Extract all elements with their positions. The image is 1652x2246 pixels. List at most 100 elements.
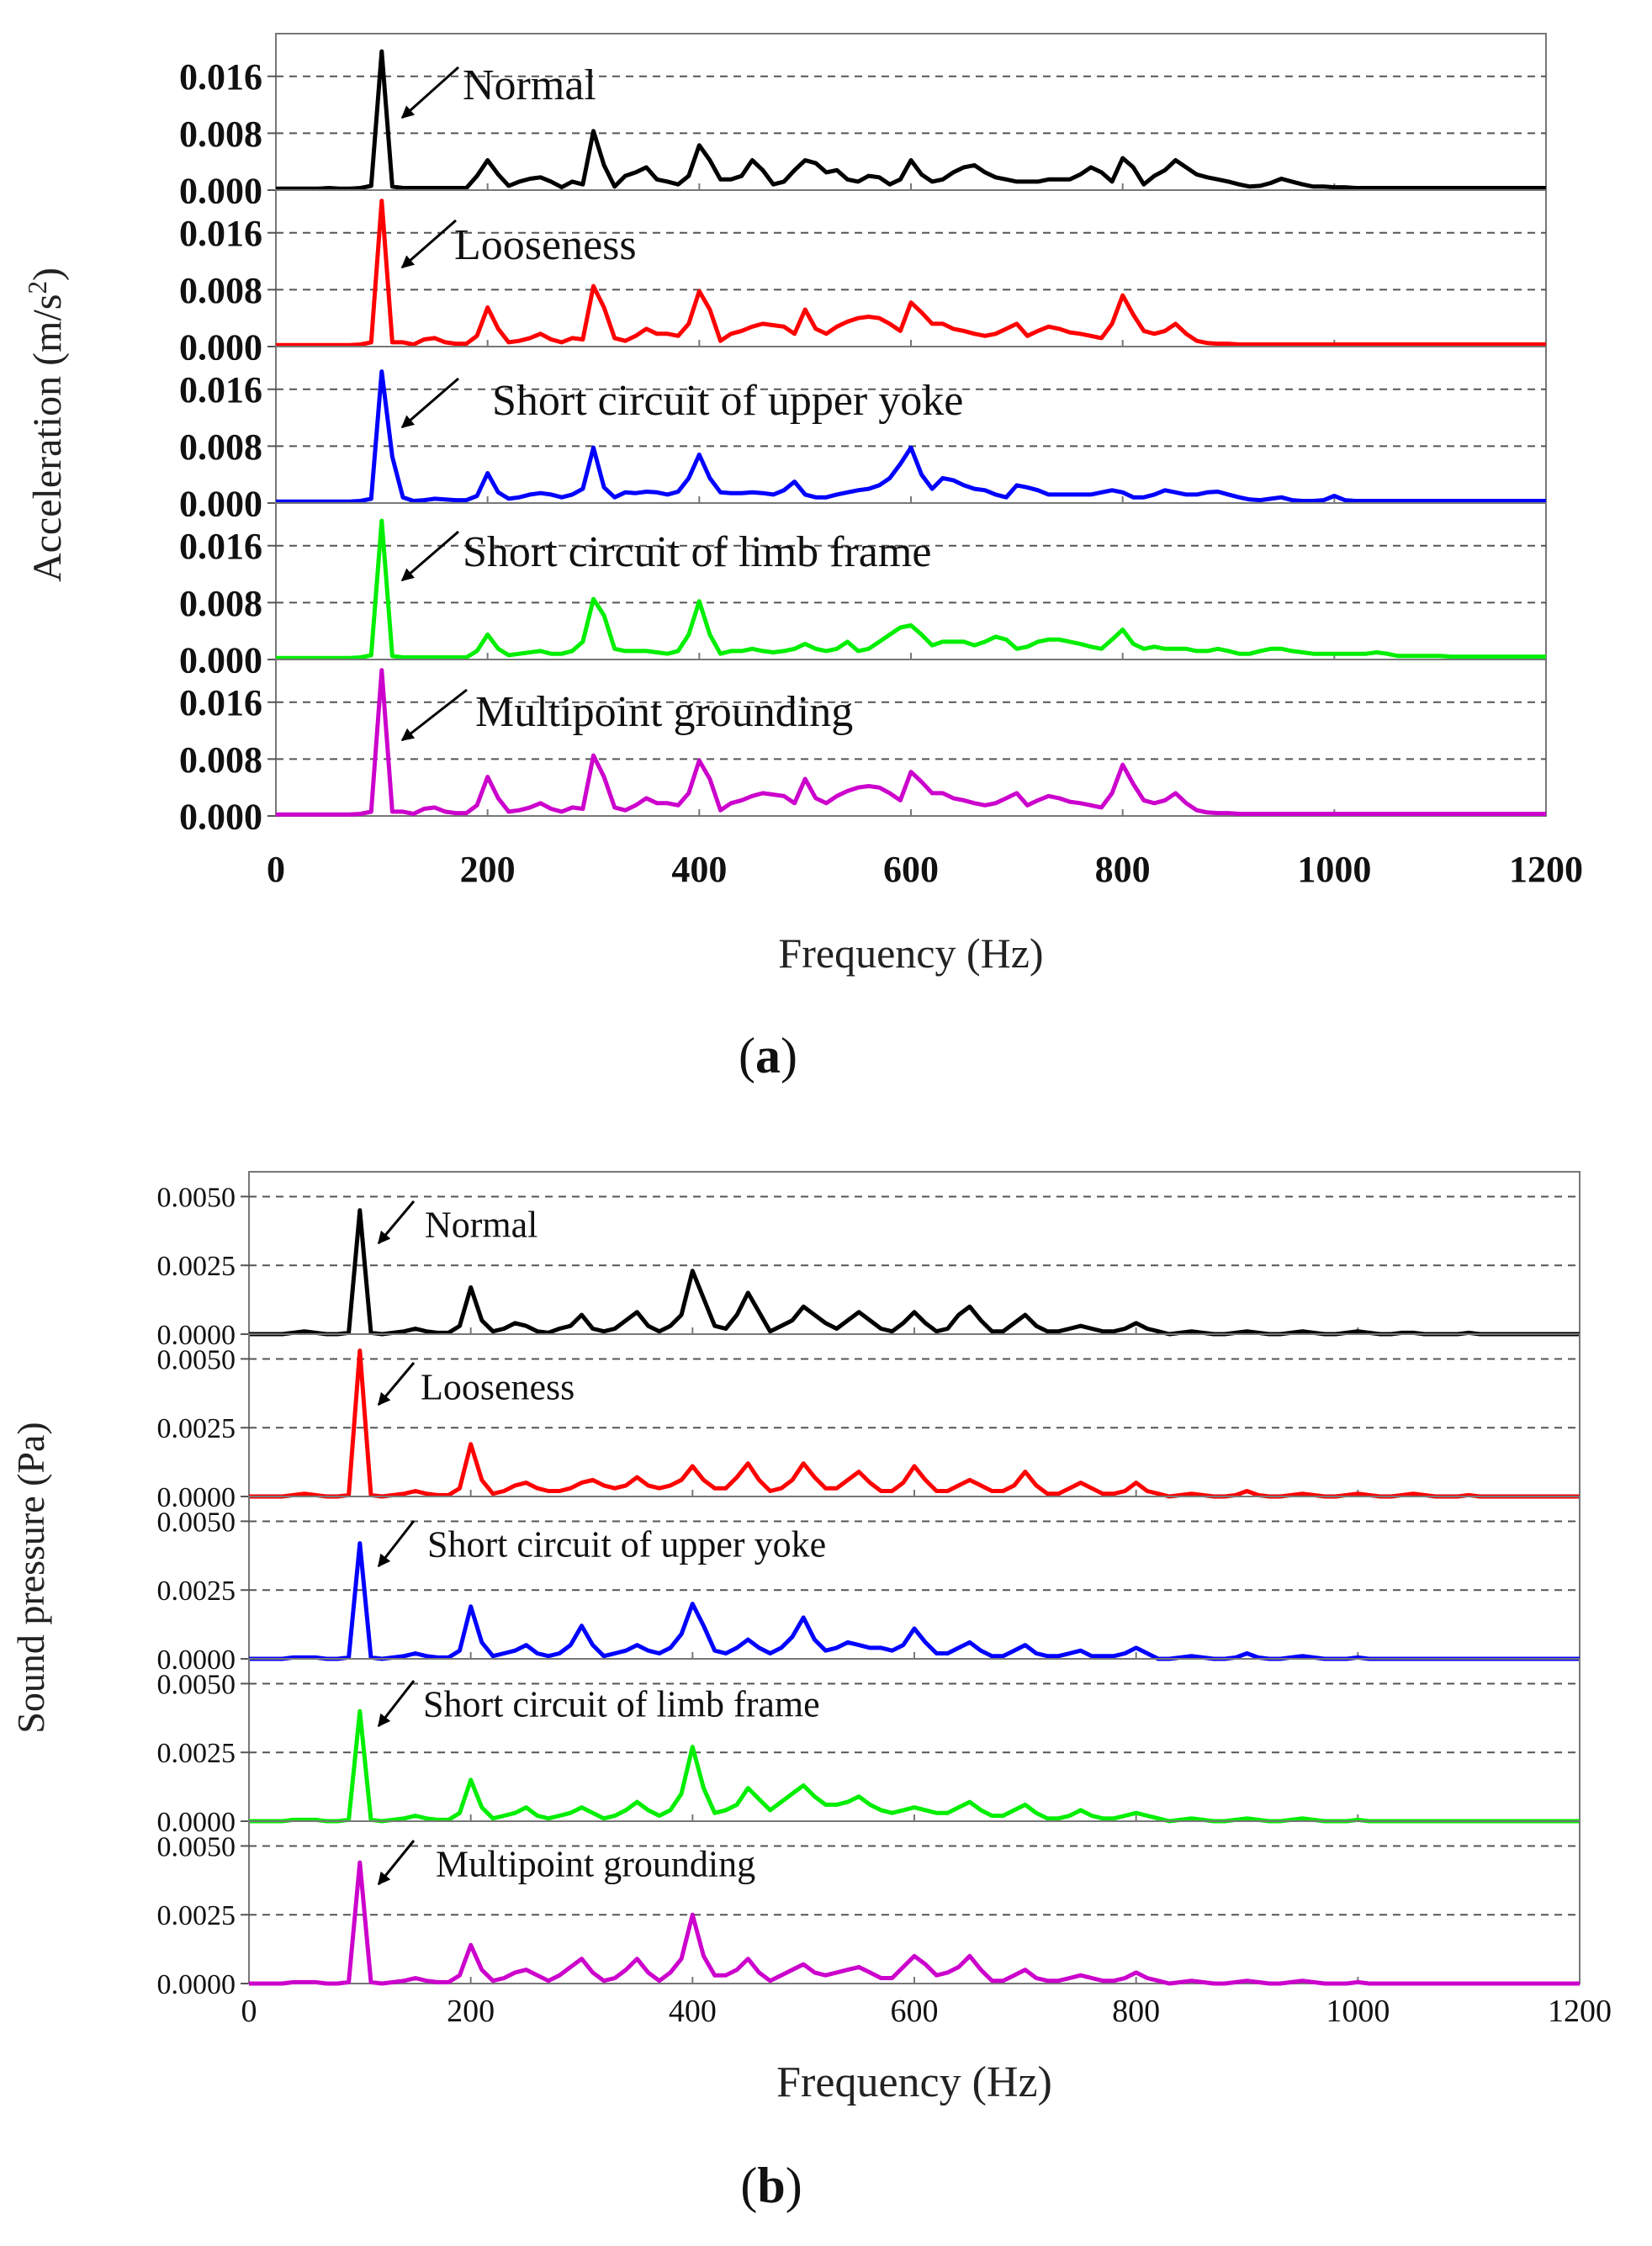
panel-short-circuit-of-upper-yoke: 0.000 0.008 0.016 Short circuit of upper yo… [179, 346, 1547, 524]
y-axis-label: Acceleration (m/s2) [23, 268, 71, 582]
x-tick-label: 600 [891, 1994, 939, 2029]
x-tick-label: 1200 [1548, 1994, 1612, 2029]
series-label-normal: Normal [463, 61, 596, 109]
series-line-short-circuit-of-limb-frame [249, 1708, 1580, 1824]
y-tick-label: 0.0000 [157, 1482, 236, 1513]
panel-looseness: 0.0000 0.0025 0.0050 Looseness [157, 1333, 1581, 1513]
caption: (a) [739, 1028, 797, 1083]
y-tick-label: 0.0050 [157, 1344, 236, 1375]
y-axis-label-main: Acceleration (m/s [25, 294, 70, 583]
annotation-arrow [377, 1520, 416, 1568]
y-tick-label: 0.0025 [157, 1576, 236, 1607]
x-tick-label: 1000 [1297, 849, 1371, 890]
caption-open: ( [739, 1028, 755, 1083]
series-label-multipoint-grounding: Multipoint grounding [436, 1843, 755, 1884]
series-label-normal: Normal [425, 1204, 537, 1245]
y-tick-label: 0.0000 [157, 1320, 236, 1351]
y-tick-label: 0.0050 [157, 1831, 236, 1862]
y-axis-label-main: Sound pressure (Pa) [9, 1422, 52, 1734]
y-tick-label: 0.008 [179, 270, 262, 311]
y-tick-label: 0.000 [179, 796, 262, 837]
series-label-short-circuit-of-limb-frame: Short circuit of limb frame [463, 528, 931, 576]
chart-b: 0.00000.00250.0050Normal0.00000.00250.00… [9, 1171, 1612, 2213]
annotation-arrow [377, 1200, 416, 1245]
x-tick-label: 400 [671, 849, 727, 890]
y-tick-label: 0.0000 [157, 1645, 236, 1676]
y-tick-label: 0.0050 [157, 1182, 236, 1213]
panel-short-circuit-of-limb-frame: 0.0000 0.0025 0.0050 Short circuit of limb … [157, 1658, 1581, 1838]
panel-multipoint-grounding: 0.000 0.008 0.016 Multipoint grounding [179, 659, 1547, 837]
y-tick-label: 0.016 [179, 526, 262, 567]
panel-frame [275, 659, 1547, 817]
x-tick-label: 200 [460, 849, 516, 890]
y-tick-label: 0.008 [179, 739, 262, 781]
y-tick-label: 0.0050 [157, 1507, 236, 1538]
panel-frame [275, 502, 1547, 660]
chart-a: 0.000 0.008 0.016 Normal 0.000 0.008 0.016 Loos… [23, 33, 1583, 1083]
annotation-arrow [400, 530, 459, 582]
annotation-arrow [400, 66, 460, 119]
caption: (b) [740, 2158, 802, 2213]
x-tick-label: 1200 [1509, 849, 1583, 890]
panel-normal: 0.0000 0.0025 0.0050 Normal [157, 1171, 1581, 1351]
y-axis-label-close: ) [25, 268, 70, 281]
y-tick-label: 0.016 [179, 56, 262, 98]
y-tick-label: 0.0025 [157, 1900, 236, 1931]
x-tick-label: 800 [1112, 1994, 1160, 2029]
x-tick-label: 600 [883, 849, 939, 890]
y-tick-label: 0.0050 [157, 1669, 236, 1700]
x-tick-label: 400 [669, 1994, 717, 2029]
y-tick-label: 0.000 [179, 639, 262, 681]
series-label-multipoint-grounding: Multipoint grounding [475, 688, 853, 736]
series-label-short-circuit-of-upper-yoke: Short circuit of upper yoke [492, 377, 963, 425]
panel-looseness: 0.000 0.008 0.016 Looseness [179, 189, 1547, 368]
y-axis-label: Sound pressure (Pa) [9, 1422, 52, 1734]
caption-letter: b [757, 2158, 785, 2213]
series-line-multipoint-grounding [276, 668, 1546, 817]
series-line-short-circuit-of-upper-yoke [276, 369, 1546, 504]
caption-close: ) [781, 1028, 797, 1083]
y-tick-label: 0.008 [179, 583, 262, 624]
y-tick-label: 0.008 [179, 426, 262, 468]
panel-multipoint-grounding: 0.0000 0.0025 0.0050 Multipoint grounding [157, 1820, 1581, 2000]
caption-letter: a [755, 1028, 781, 1083]
y-tick-label: 0.016 [179, 369, 262, 411]
series-label-short-circuit-of-limb-frame: Short circuit of limb frame [423, 1683, 820, 1724]
y-tick-label: 0.0000 [157, 1969, 236, 2000]
x-tick-label: 0 [241, 1994, 257, 2029]
x-axis-label: Frequency (Hz) [776, 2058, 1052, 2106]
y-tick-label: 0.008 [179, 114, 262, 155]
panel-short-circuit-of-upper-yoke: 0.0000 0.0025 0.0050 Short circuit of upper… [157, 1496, 1581, 1676]
y-tick-label: 0.0000 [157, 1807, 236, 1838]
series-label-short-circuit-of-upper-yoke: Short circuit of upper yoke [427, 1523, 826, 1565]
y-tick-label: 0.000 [179, 170, 262, 211]
series-label-looseness: Looseness [454, 221, 637, 269]
panel-short-circuit-of-limb-frame: 0.000 0.008 0.016 Short circuit of limb fra… [179, 502, 1547, 681]
series-line-normal [249, 1208, 1580, 1337]
series-label-looseness: Looseness [421, 1366, 574, 1407]
y-axis-label-superscript: 2 [23, 281, 52, 294]
y-tick-label: 0.016 [179, 213, 262, 254]
y-tick-label: 0.0025 [157, 1251, 236, 1282]
y-tick-label: 0.0025 [157, 1738, 236, 1769]
panel-frame [275, 33, 1547, 191]
series-line-multipoint-grounding [249, 1860, 1580, 1986]
annotation-arrow [377, 1680, 416, 1728]
caption-open: ( [740, 2158, 757, 2213]
annotation-arrow [400, 219, 457, 269]
y-tick-label: 0.016 [179, 682, 262, 723]
x-axis-label: Frequency (Hz) [778, 930, 1043, 977]
series-line-looseness [249, 1348, 1580, 1499]
annotation-arrow [400, 688, 468, 742]
series-line-short-circuit-of-upper-yoke [249, 1541, 1580, 1661]
annotation-arrow [377, 1840, 416, 1886]
y-tick-label: 0.000 [179, 483, 262, 524]
caption-close: ) [786, 2158, 802, 2213]
series-line-short-circuit-of-limb-frame [276, 518, 1546, 660]
series-line-normal [276, 49, 1546, 191]
y-tick-label: 0.0025 [157, 1413, 236, 1444]
annotation-arrow [400, 377, 459, 429]
x-tick-label: 200 [447, 1994, 495, 2029]
x-tick-label: 1000 [1326, 1994, 1390, 2029]
